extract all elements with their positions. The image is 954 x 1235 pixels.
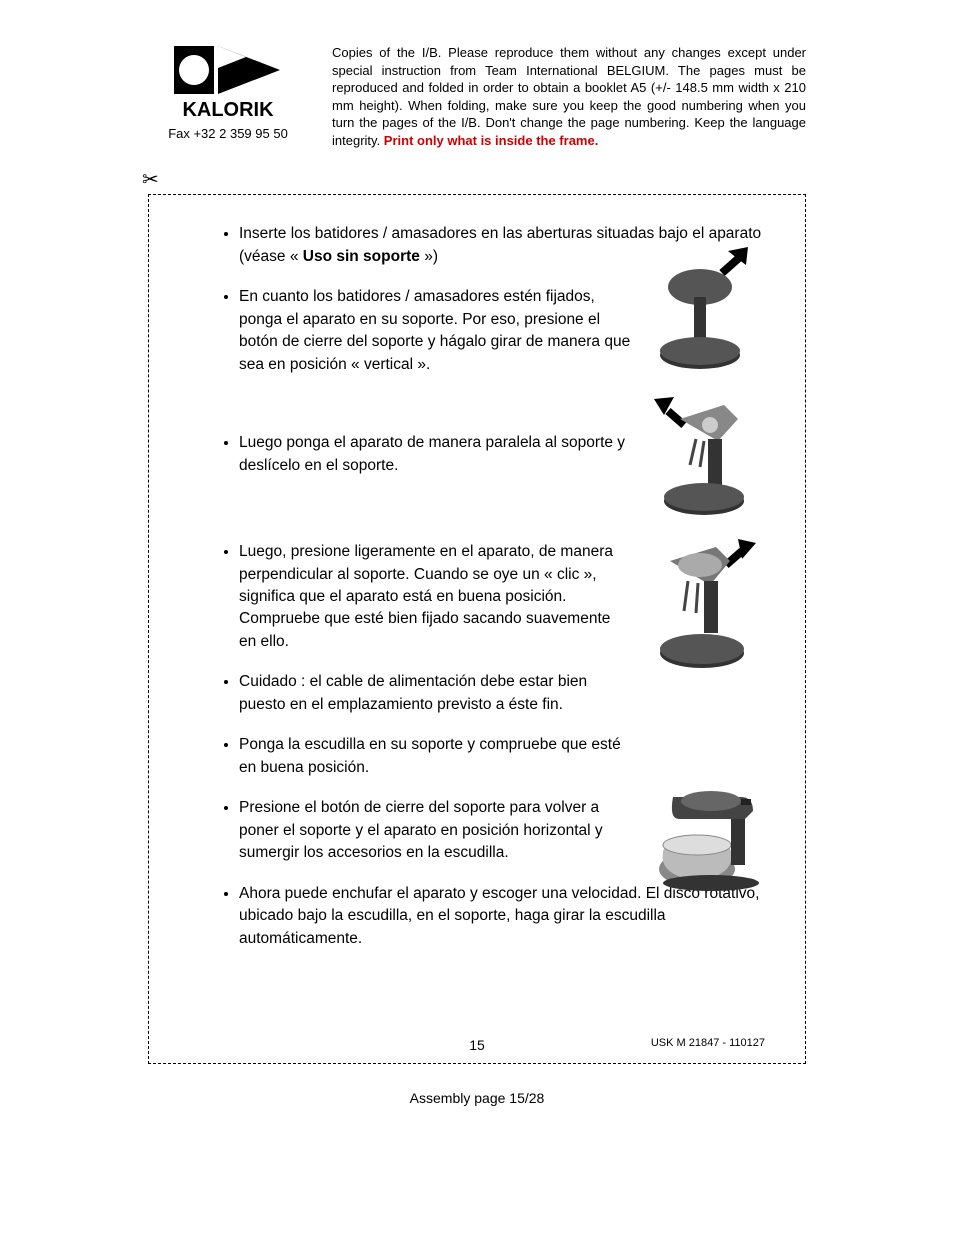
document-page: KALORIK Fax +32 2 359 95 50 Copies of th… xyxy=(0,0,954,1146)
mixer-figure-3 xyxy=(645,539,765,679)
notice-red-text: Print only what is inside the frame. xyxy=(384,133,599,148)
instruction-text: Presione el botón de cierre del soporte … xyxy=(239,799,603,861)
instruction-text: En cuanto los batidores / amasadores est… xyxy=(239,288,630,372)
instruction-text: Luego, presione ligeramente en el aparat… xyxy=(239,543,613,650)
kalorik-logo: KALORIK xyxy=(168,44,288,122)
scissor-icon: ✂ xyxy=(142,167,806,192)
instruction-text: Cuidado : el cable de alimentación debe … xyxy=(239,673,587,712)
instruction-text: Ponga la escudilla en su soporte y compr… xyxy=(239,736,621,775)
page-header: KALORIK Fax +32 2 359 95 50 Copies of th… xyxy=(148,44,806,149)
svg-text:KALORIK: KALORIK xyxy=(182,99,274,121)
fax-number: Fax +32 2 359 95 50 xyxy=(148,126,308,141)
assembly-pagination: Assembly page 15/28 xyxy=(148,1090,806,1106)
page-number: 15 xyxy=(469,1037,485,1053)
mixer-figure-4 xyxy=(645,775,765,895)
mixer-figure-2 xyxy=(645,395,765,525)
instruction-text: Luego ponga el aparato de manera paralel… xyxy=(239,434,625,473)
mixer-figure-1 xyxy=(645,247,765,377)
frame-footer: 15 USK M 21847 - 110127 xyxy=(149,1037,805,1049)
instruction-item: Ponga la escudilla en su soporte y compr… xyxy=(239,734,771,779)
model-number: USK M 21847 - 110127 xyxy=(651,1037,765,1049)
content-frame: Inserte los batidores / amasadores en la… xyxy=(148,194,806,1064)
instruction-text-bold: Uso sin soporte xyxy=(303,248,420,265)
reproduction-notice: Copies of the I/B. Please reproduce them… xyxy=(332,44,806,149)
instruction-text-post: ») xyxy=(420,248,438,265)
logo-column: KALORIK Fax +32 2 359 95 50 xyxy=(148,44,308,149)
